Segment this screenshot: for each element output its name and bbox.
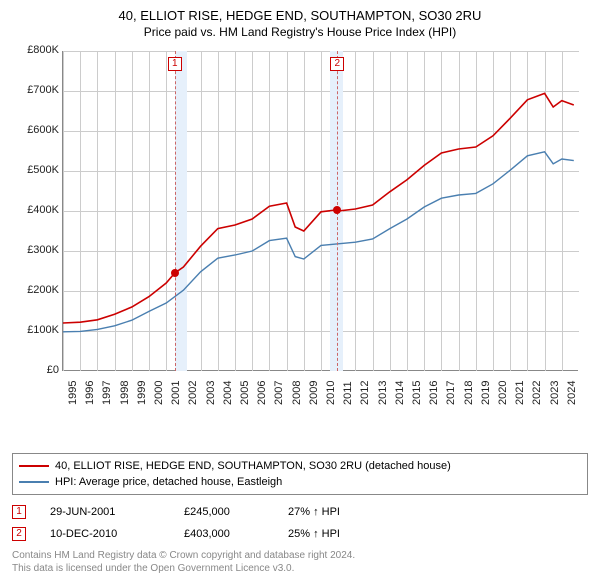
x-tick-label: 2009 [308,381,320,405]
x-tick-label: 1995 [67,381,79,405]
sale-delta: 25% ↑ HPI [288,528,378,540]
y-tick-label: £0 [15,364,59,376]
x-tick-label: 1997 [101,381,113,405]
x-tick-label: 1996 [84,381,96,405]
y-tick-label: £200K [15,284,59,296]
x-tick-label: 2020 [497,381,509,405]
sale-marker-box: 2 [330,57,344,71]
legend-swatch-property [19,465,49,467]
marker-dashed-line [175,51,176,371]
x-tick-label: 2001 [170,381,182,405]
x-tick-label: 2013 [377,381,389,405]
series-hpi [63,152,574,332]
sale-delta: 27% ↑ HPI [288,506,378,518]
attribution-line2: This data is licensed under the Open Gov… [12,562,588,575]
x-tick-label: 2012 [359,381,371,405]
y-tick-label: £100K [15,324,59,336]
attribution-line1: Contains HM Land Registry data © Crown c… [12,549,588,562]
x-tick-label: 2005 [239,381,251,405]
chart-area: £0 £100K £200K £300K £400K £500K £600K £700K £80… [12,45,588,415]
x-tick-label: 2023 [549,381,561,405]
x-tick-label: 2016 [428,381,440,405]
x-tick-label: 2002 [187,381,199,405]
attribution-text: Contains HM Land Registry data © Crown c… [12,549,588,575]
x-tick-label: 2008 [291,381,303,405]
x-tick-label: 2004 [222,381,234,405]
legend-row-property: 40, ELLIOT RISE, HEDGE END, SOUTHAMPTON,… [19,458,581,474]
x-tick-label: 2006 [256,381,268,405]
sale-marker-icon: 2 [12,527,26,541]
y-tick-label: £500K [15,164,59,176]
x-tick-label: 2017 [445,381,457,405]
legend-label-property: 40, ELLIOT RISE, HEDGE END, SOUTHAMPTON,… [55,460,451,472]
y-tick-label: £800K [15,44,59,56]
legend-row-hpi: HPI: Average price, detached house, East… [19,474,581,490]
series-property [63,93,574,323]
y-tick-label: £700K [15,84,59,96]
sale-date: 10-DEC-2010 [50,528,160,540]
sale-date: 29-JUN-2001 [50,506,160,518]
x-tick-label: 2000 [153,381,165,405]
sale-price: £403,000 [184,528,264,540]
sale-price: £245,000 [184,506,264,518]
sale-marker-icon: 1 [12,505,26,519]
x-tick-label: 2007 [273,381,285,405]
x-tick-label: 2015 [411,381,423,405]
chart-subtitle: Price paid vs. HM Land Registry's House … [12,25,588,39]
x-tick-label: 2003 [205,381,217,405]
sale-marker-box: 1 [168,57,182,71]
plot-region: £0£100K£200K£300K£400K£500K£600K£700K£80… [62,51,578,371]
x-tick-label: 2022 [531,381,543,405]
x-tick-label: 2021 [514,381,526,405]
sales-row: 1 29-JUN-2001 £245,000 27% ↑ HPI [12,501,588,523]
x-tick-label: 2024 [566,381,578,405]
x-tick-label: 1999 [136,381,148,405]
legend-label-hpi: HPI: Average price, detached house, East… [55,476,282,488]
legend-swatch-hpi [19,481,49,483]
x-tick-label: 2010 [325,381,337,405]
x-tick-label: 2018 [463,381,475,405]
chart-title: 40, ELLIOT RISE, HEDGE END, SOUTHAMPTON,… [12,8,588,23]
legend: 40, ELLIOT RISE, HEDGE END, SOUTHAMPTON,… [12,453,588,495]
sales-row: 2 10-DEC-2010 £403,000 25% ↑ HPI [12,523,588,545]
series-svg [63,51,579,371]
x-tick-label: 2011 [342,381,354,405]
y-tick-label: £400K [15,204,59,216]
x-tick-label: 2014 [394,381,406,405]
sales-table: 1 29-JUN-2001 £245,000 27% ↑ HPI 2 10-DE… [12,501,588,545]
x-tick-label: 1998 [119,381,131,405]
x-tick-label: 2019 [480,381,492,405]
y-tick-label: £300K [15,244,59,256]
y-tick-label: £600K [15,124,59,136]
sale-dot-icon [171,269,179,277]
